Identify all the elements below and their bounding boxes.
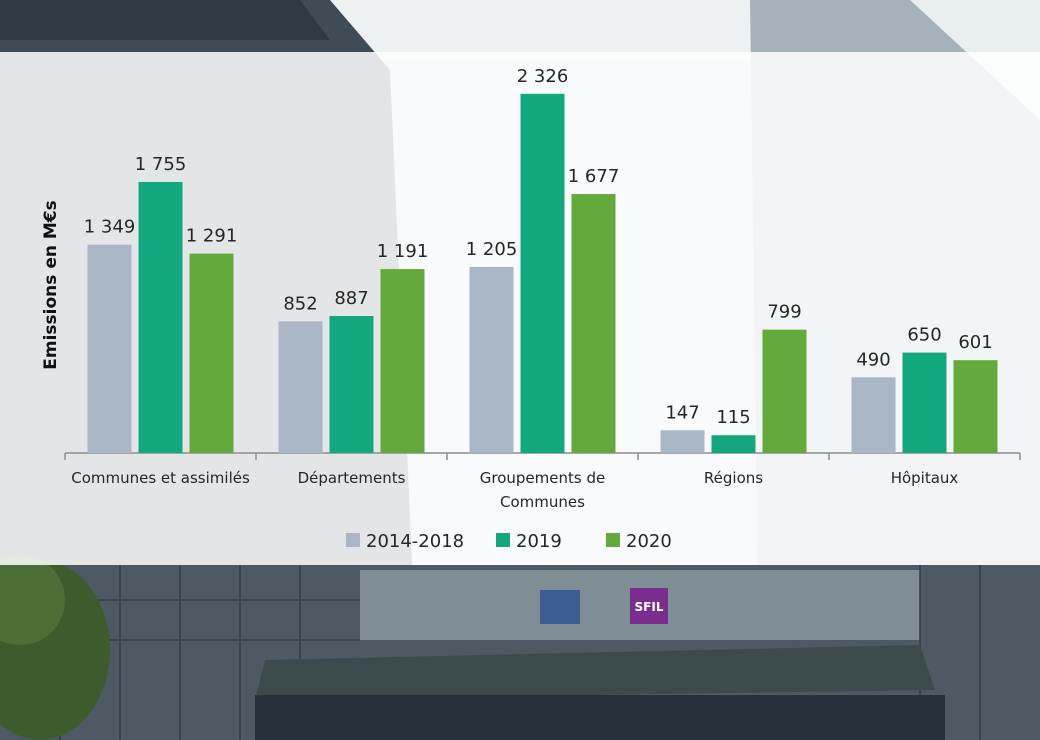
data-label: 1 349	[84, 217, 136, 238]
bars	[87, 93, 998, 454]
bar-2019-1	[329, 316, 374, 453]
legend-label: 2019	[516, 531, 562, 552]
bar-2020-4	[953, 360, 998, 453]
data-label: 650	[907, 325, 941, 346]
bar-2014-2018-0	[87, 244, 132, 453]
data-label: 887	[334, 288, 368, 309]
data-label: 1 291	[186, 226, 238, 247]
category-label: Communes et assimilés	[71, 469, 250, 487]
x-axis-ticks	[64, 453, 1021, 460]
data-label: 115	[716, 407, 750, 428]
legend-label: 2014-2018	[366, 531, 464, 552]
legend-label: 2020	[626, 531, 672, 552]
data-label: 1 205	[466, 239, 518, 260]
y-axis-title: Emissions en M€s	[41, 200, 61, 369]
category-label: Groupements de Communes	[480, 469, 605, 511]
legend-swatch	[496, 533, 510, 547]
category-label: Hôpitaux	[891, 469, 959, 487]
bar-2019-2	[520, 93, 565, 454]
legend-swatch	[606, 533, 620, 547]
data-label: 1 191	[377, 241, 429, 262]
data-label: 2 326	[517, 66, 569, 87]
legend-swatch	[346, 533, 360, 547]
data-label: 1 755	[135, 154, 187, 175]
data-label: 601	[958, 332, 992, 353]
data-label: 852	[283, 293, 317, 314]
bar-2020-3	[762, 329, 807, 453]
bar-2020-2	[571, 194, 616, 453]
bar-2014-2018-1	[278, 321, 323, 453]
category-labels: Communes et assimilés Départements Groupem…	[71, 469, 958, 511]
data-label: 1 677	[568, 166, 620, 187]
bar-2014-2018-4	[851, 377, 896, 453]
bar-2019-3	[711, 435, 756, 453]
data-labels: 1 349 1 755 1 291 852 887 1 191 1 205 2 326 1 67…	[84, 66, 993, 428]
data-label: 490	[856, 349, 890, 370]
bar-2014-2018-3	[660, 430, 705, 453]
bar-2020-0	[189, 253, 234, 453]
sfil-sign-text: SFIL	[635, 600, 664, 614]
bar-2014-2018-2	[469, 266, 514, 453]
bar-2019-0	[138, 181, 183, 454]
category-label: Régions	[704, 469, 763, 487]
data-label: 147	[665, 402, 699, 423]
data-label: 799	[767, 302, 801, 323]
category-label: Départements	[298, 469, 406, 487]
bar-2020-1	[380, 269, 425, 453]
legend: 2014-2018 2019 2020	[346, 531, 672, 552]
bar-2019-4	[902, 352, 947, 453]
